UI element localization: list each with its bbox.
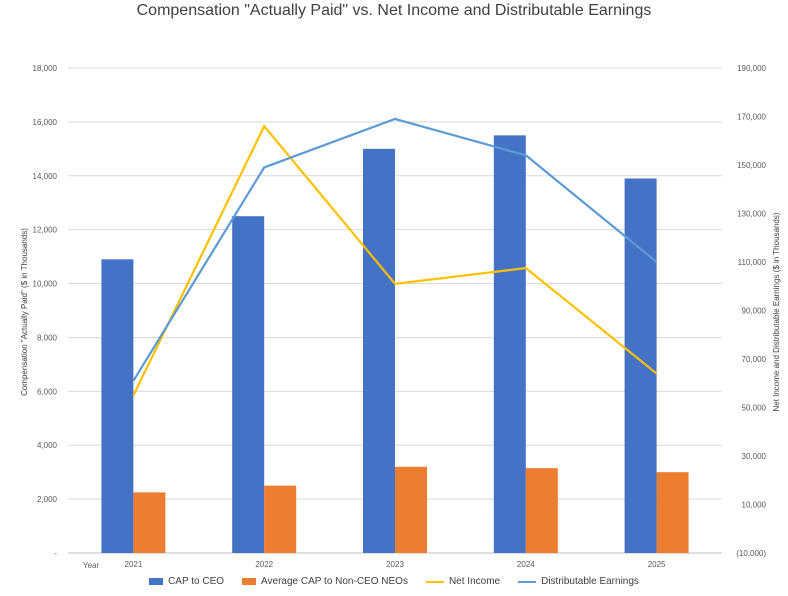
bar-cap-ceo xyxy=(624,178,657,553)
right-tick-label: 70,000 xyxy=(742,355,767,364)
left-tick-label: 4,000 xyxy=(37,441,58,450)
left-axis-ticks: - 2,000 4,000 6,000 8,000 10,000 12,000 14,000 1… xyxy=(33,64,58,558)
right-tick-label: 30,000 xyxy=(742,452,767,461)
right-axis-ticks: (10,000) 10,000 30,000 50,000 70,000 90,000 11… xyxy=(736,64,766,558)
left-tick-label: 18,000 xyxy=(33,64,58,73)
bar-cap-neo xyxy=(395,466,427,553)
bar-cap-ceo xyxy=(493,135,526,553)
right-tick-label: 90,000 xyxy=(742,307,767,316)
legend-label: CAP to CEO xyxy=(168,576,225,587)
legend-item-distributable-earnings: Distributable Earnings xyxy=(518,576,639,587)
bar-cap-neo xyxy=(656,472,689,553)
legend-swatch xyxy=(242,578,257,585)
bar-cap-ceo xyxy=(101,259,134,553)
x-axis-categories: 2021 2022 2023 2024 2025 xyxy=(125,560,667,569)
right-tick-label: 150,000 xyxy=(737,161,766,170)
legend-swatch xyxy=(518,580,537,583)
bar-cap-ceo xyxy=(363,148,395,554)
x-tick-label: 2022 xyxy=(255,560,273,569)
x-axis-title: Year xyxy=(83,561,100,570)
legend-label: Distributable Earnings xyxy=(541,576,639,587)
x-tick-label: 2023 xyxy=(386,560,404,569)
left-tick-label: 2,000 xyxy=(37,495,58,504)
x-tick-label: 2024 xyxy=(517,560,535,569)
chart-title: Compensation "Actually Paid" vs. Net Inc… xyxy=(136,2,652,19)
legend: CAP to CEO Average CAP to Non-CEO NEOs N… xyxy=(0,576,788,587)
left-tick-label: 12,000 xyxy=(33,226,58,235)
chart-canvas: - 2,000 4,000 6,000 8,000 10,000 12,000 14,000 1… xyxy=(20,64,781,570)
legend-label: Net Income xyxy=(448,576,501,587)
x-tick-label: 2021 xyxy=(125,560,143,569)
legend-item-cap-ceo: CAP to CEO xyxy=(149,576,224,587)
lines xyxy=(132,117,658,396)
right-tick-label: 110,000 xyxy=(738,258,767,267)
y-axis-left-title: Compensation "Actually Paid" ($ in Thous… xyxy=(20,228,29,396)
right-tick-label: 170,000 xyxy=(737,113,766,122)
legend-swatch xyxy=(149,578,164,585)
line-net-income xyxy=(132,124,658,396)
bar-cap-neo xyxy=(133,492,166,553)
right-tick-label: 190,000 xyxy=(737,64,766,73)
right-tick-label: 10,000 xyxy=(742,501,767,510)
legend-swatch xyxy=(425,580,444,583)
bar-cap-ceo xyxy=(232,216,265,553)
left-tick-label: 14,000 xyxy=(33,172,58,181)
legend-item-net-income: Net Income xyxy=(425,576,501,587)
left-tick-label: 16,000 xyxy=(33,118,58,127)
line-distributable-earnings xyxy=(132,117,658,382)
legend-item-cap-neo: Average CAP to Non-CEO NEOs xyxy=(242,576,408,587)
x-tick-label: 2025 xyxy=(648,560,666,569)
left-tick-label: 6,000 xyxy=(37,387,58,396)
bar-cap-neo xyxy=(264,485,297,553)
y-axis-right-title: Net Income and Distributable Earnings ($… xyxy=(772,212,781,411)
legend-label: Average CAP to Non-CEO NEOs xyxy=(261,576,408,587)
right-tick-label: (10,000) xyxy=(736,549,766,558)
left-tick-label: 8,000 xyxy=(37,333,58,342)
left-tick-label: - xyxy=(54,549,57,558)
right-tick-label: 130,000 xyxy=(737,210,766,219)
right-tick-label: 50,000 xyxy=(742,404,767,413)
bars xyxy=(101,135,689,554)
left-tick-label: 10,000 xyxy=(33,280,58,289)
bar-cap-neo xyxy=(525,468,558,553)
